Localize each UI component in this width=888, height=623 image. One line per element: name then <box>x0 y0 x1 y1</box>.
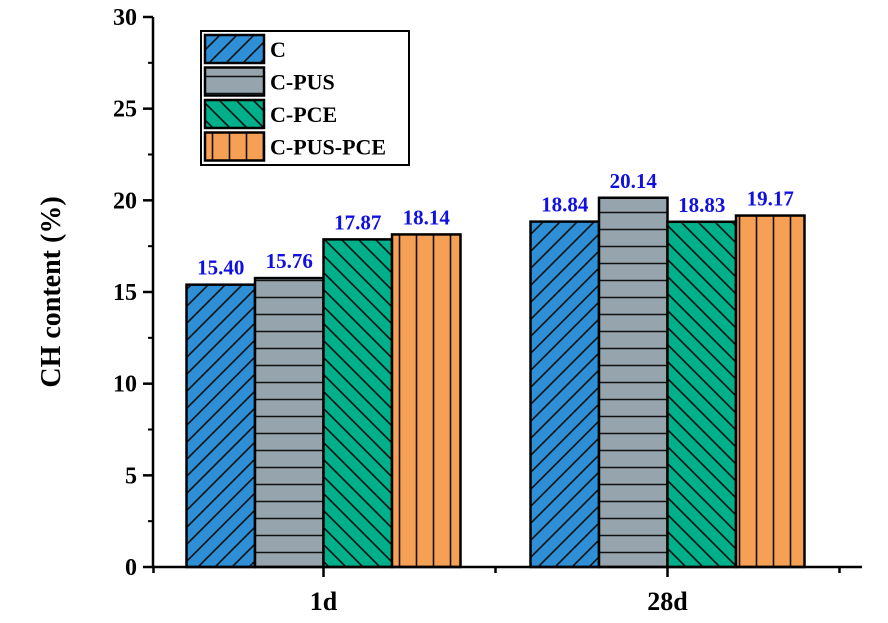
data-label: 20.14 <box>610 169 658 193</box>
data-label: 18.14 <box>403 205 451 229</box>
y-tick-label: 30 <box>113 5 137 31</box>
data-label: 18.83 <box>678 193 725 217</box>
y-tick-label: 0 <box>125 555 137 581</box>
y-tick-label: 25 <box>113 97 137 123</box>
legend-label: C-PCE <box>270 102 337 127</box>
axes: 0 5 10 15 20 25 30 1d 28d <box>113 5 862 616</box>
data-label: 17.87 <box>334 210 381 234</box>
legend-label: C <box>270 37 286 62</box>
bar-c-pus-pce-28d <box>734 214 806 569</box>
legend-label: C-PUS <box>270 70 335 95</box>
bar-c-1d <box>185 283 257 569</box>
data-label: 18.84 <box>541 193 589 217</box>
y-axis-title: CH content (%) <box>36 196 67 387</box>
bar-c-28d <box>529 220 601 569</box>
bar-c-pus-28d <box>597 196 669 569</box>
x-tick-label: 28d <box>647 587 688 616</box>
y-tick-label: 10 <box>113 372 137 398</box>
bar-c-pus-1d <box>253 276 325 569</box>
bar-c-pce-1d <box>322 238 394 569</box>
legend-swatch <box>203 98 266 130</box>
legend-swatch <box>203 66 266 97</box>
y-tick-label: 20 <box>113 188 137 214</box>
legend-swatch <box>203 131 266 162</box>
bar-c-pce-28d <box>666 220 738 569</box>
legend-swatch <box>203 33 266 65</box>
x-tick-label: 1d <box>310 587 338 616</box>
bar-c-pus-pce-1d <box>390 233 462 569</box>
data-label: 19.17 <box>747 187 794 211</box>
bars <box>185 196 806 569</box>
legend-label: C-PUS-PCE <box>270 135 386 160</box>
y-tick-label: 15 <box>113 280 137 306</box>
data-label: 15.40 <box>197 256 244 280</box>
y-tick-label: 5 <box>125 463 137 489</box>
legend: C C-PUS C-PCE C-PUS-PCE <box>200 30 410 166</box>
data-labels: 15.40 15.76 17.87 18.14 18.84 20.14 18.83 19.17 <box>197 169 794 280</box>
data-label: 15.76 <box>266 249 313 273</box>
